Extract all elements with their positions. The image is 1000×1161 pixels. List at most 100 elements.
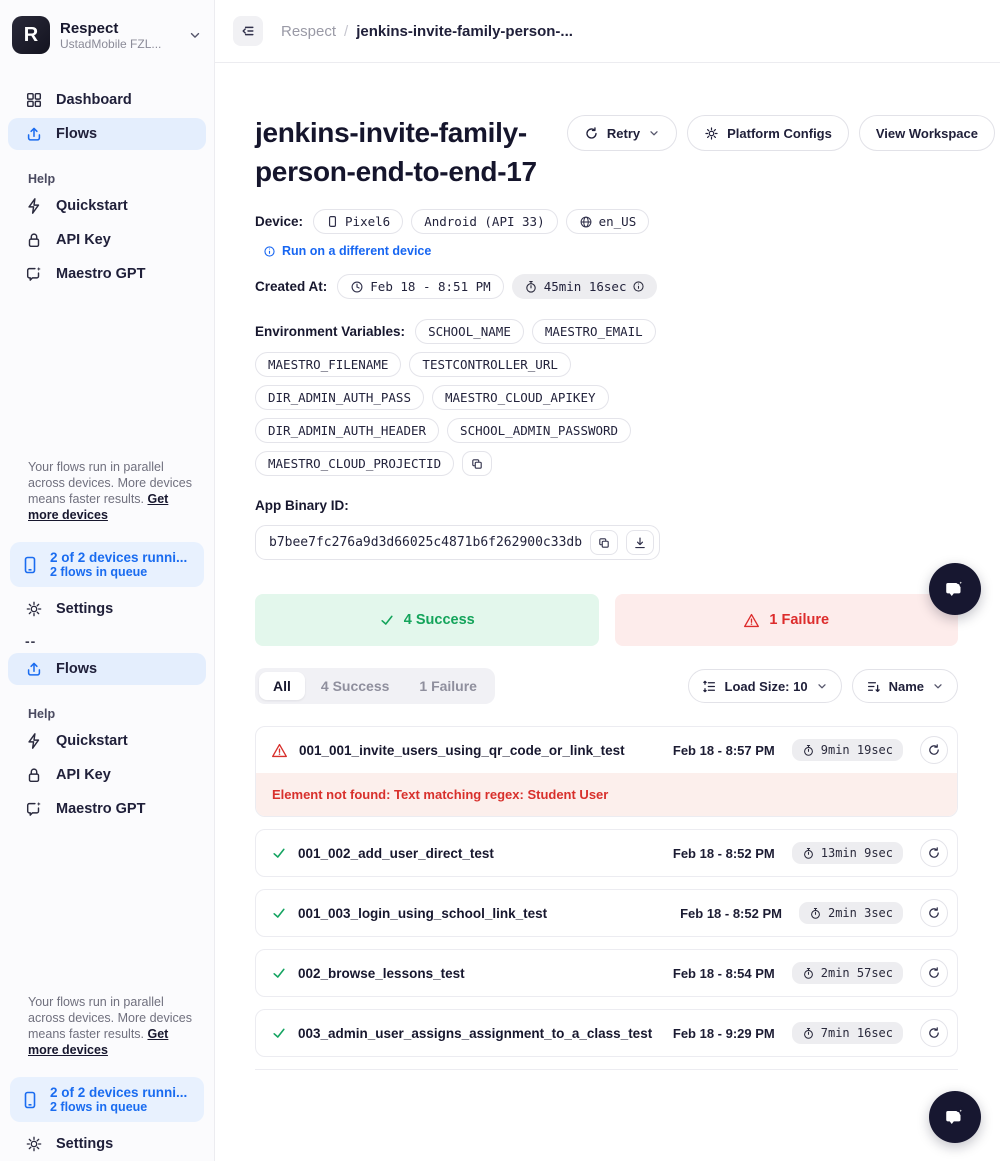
sidebar-item-flows[interactable]: Flows (8, 118, 206, 150)
load-size-dropdown[interactable]: Load Size: 10 (687, 669, 842, 703)
sidebar-item-flows[interactable]: Flows (8, 653, 206, 685)
gear-icon (704, 126, 719, 141)
stopwatch-icon (802, 1027, 815, 1040)
copy-icon (597, 536, 611, 550)
lock-icon (25, 766, 43, 784)
env-var-value: DIR_ADMIN_AUTH_HEADER (268, 423, 427, 438)
test-name: 002_browse_lessons_test (298, 965, 465, 981)
retry-test-button[interactable] (920, 839, 948, 867)
sidebar-item-settings[interactable]: Settings (8, 593, 206, 625)
sidebar-item-label: Quickstart (56, 198, 128, 214)
sidebar-item-maestro-gpt[interactable]: Maestro GPT (8, 258, 206, 290)
failure-summary-banner[interactable]: 1 Failure (614, 594, 958, 646)
test-list: 001_001_invite_users_using_qr_code_or_li… (255, 726, 958, 1070)
topbar: Respect / jenkins-invite-family-person-.… (215, 0, 1000, 63)
lightning-icon (25, 197, 43, 215)
parallel-note-text: Your flows run in parallel across device… (28, 995, 192, 1041)
device-chip-os: Android (API 33) (411, 209, 558, 234)
retry-test-button[interactable] (920, 1019, 948, 1047)
copy-binary-id-button[interactable] (590, 530, 619, 555)
test-duration-chip: 2min 57sec (791, 962, 903, 984)
test-row[interactable]: 001_001_invite_users_using_qr_code_or_li… (255, 726, 958, 817)
workspace-logo-letter: R (23, 23, 39, 46)
sidebar-item-label: Quickstart (56, 733, 128, 749)
device-status-subtitle: 2 flows in queue (50, 1100, 148, 1114)
sidebar-item-settings[interactable]: Settings (8, 1128, 206, 1160)
parallel-note: Your flows run in parallel across device… (28, 459, 200, 523)
sort-dropdown[interactable]: Name (851, 669, 958, 703)
retry-test-button[interactable] (920, 959, 948, 987)
env-var-value: SCHOOL_NAME (428, 324, 511, 339)
retry-button[interactable]: Retry (566, 115, 678, 151)
sidebar-item-dashboard[interactable]: Dashboard (8, 84, 206, 116)
sidebar-item-quickstart[interactable]: Quickstart (8, 725, 206, 757)
parallel-note: Your flows run in parallel across device… (28, 994, 200, 1058)
view-workspace-button[interactable]: View Workspace (858, 115, 995, 151)
test-row[interactable]: 001_002_add_user_direct_test Feb 18 - 8:… (255, 829, 958, 877)
chat-sparkle-icon (25, 800, 43, 818)
sidebar-item-api-key[interactable]: API Key (8, 224, 206, 256)
test-row[interactable]: 003_admin_user_assigns_assignment_to_a_c… (255, 1009, 958, 1057)
main-content: jenkins-invite-family-person-end-to-end-… (255, 63, 995, 1070)
test-duration-value: 2min 3sec (827, 906, 893, 920)
env-var-value: DIR_ADMIN_AUTH_PASS (268, 390, 411, 405)
check-icon (271, 965, 287, 981)
device-os-value: Android (API 33) (424, 214, 545, 229)
env-var-chip: DIR_ADMIN_AUTH_HEADER (255, 418, 440, 443)
assistant-fab[interactable] (929, 1091, 981, 1143)
test-date: Feb 18 - 9:29 PM (672, 1025, 775, 1041)
stopwatch-icon (809, 907, 822, 920)
collapse-sidebar-button[interactable] (233, 16, 263, 46)
help-section-label: Help (28, 172, 56, 186)
stopwatch-icon (524, 280, 538, 294)
workspace-logo: R (12, 16, 50, 54)
device-label: Device: (255, 214, 304, 229)
env-var-value: MAESTRO_CLOUD_PROJECTID (268, 456, 442, 471)
chat-sparkle-icon (942, 576, 968, 602)
breadcrumb-project[interactable]: Respect (281, 22, 337, 40)
device-status-card[interactable]: 2 of 2 devices runni... 2 flows in queue (10, 1077, 204, 1122)
run-different-device-link[interactable]: Run on a different device (263, 244, 665, 258)
test-row[interactable]: 002_browse_lessons_test Feb 18 - 8:54 PM… (255, 949, 958, 997)
platform-configs-button[interactable]: Platform Configs (687, 115, 849, 151)
assistant-fab[interactable] (929, 563, 981, 615)
sidebar-item-label: Dashboard (56, 92, 132, 108)
created-at-label: Created At: (255, 279, 328, 294)
download-binary-button[interactable] (626, 530, 655, 555)
chevron-down-icon (188, 28, 202, 42)
sidebar-item-api-key[interactable]: API Key (8, 759, 206, 791)
chat-sparkle-icon (942, 1104, 968, 1130)
get-more-devices-link[interactable]: Get more devices (28, 492, 169, 522)
sidebar-divider-dashes: -- (25, 633, 37, 649)
chevron-down-icon (932, 680, 944, 692)
env-var-value: MAESTRO_CLOUD_APIKEY (445, 390, 596, 405)
help-section-label: Help (28, 707, 56, 721)
sidebar-item-maestro-gpt[interactable]: Maestro GPT (8, 793, 206, 825)
tab-all[interactable]: All (259, 672, 305, 700)
total-duration-chip: 45min 16sec (511, 274, 658, 299)
test-name: 001_003_login_using_school_link_test (298, 905, 548, 921)
gear-icon (25, 1135, 43, 1153)
retry-test-button[interactable] (920, 736, 948, 764)
failure-summary-label: 1 Failure (769, 612, 830, 628)
stopwatch-icon (802, 967, 815, 980)
info-icon[interactable] (632, 280, 645, 293)
device-status-card[interactable]: 2 of 2 devices runni... 2 flows in queue (10, 542, 204, 587)
test-row[interactable]: 001_003_login_using_school_link_test Feb… (255, 889, 958, 937)
retry-label: Retry (606, 125, 641, 141)
sidebar-item-label: Settings (56, 601, 114, 617)
success-summary-banner[interactable]: 4 Success (255, 594, 599, 646)
check-icon (271, 1025, 287, 1041)
copy-env-vars-button[interactable] (462, 451, 493, 476)
get-more-devices-link[interactable]: Get more devices (28, 1027, 169, 1057)
stopwatch-icon (802, 847, 815, 860)
tab-success[interactable]: 4 Success (320, 678, 390, 694)
test-duration-value: 2min 57sec (820, 966, 893, 980)
sidebar-item-label: Settings (56, 1136, 114, 1152)
workspace-switcher[interactable]: R Respect UstadMobile FZL... (0, 16, 214, 54)
test-name: 003_admin_user_assigns_assignment_to_a_c… (298, 1025, 653, 1041)
sidebar-item-quickstart[interactable]: Quickstart (8, 190, 206, 222)
sidebar-item-label: Flows (56, 126, 98, 142)
tab-failure[interactable]: 1 Failure (419, 678, 477, 694)
retry-test-button[interactable] (920, 899, 948, 927)
